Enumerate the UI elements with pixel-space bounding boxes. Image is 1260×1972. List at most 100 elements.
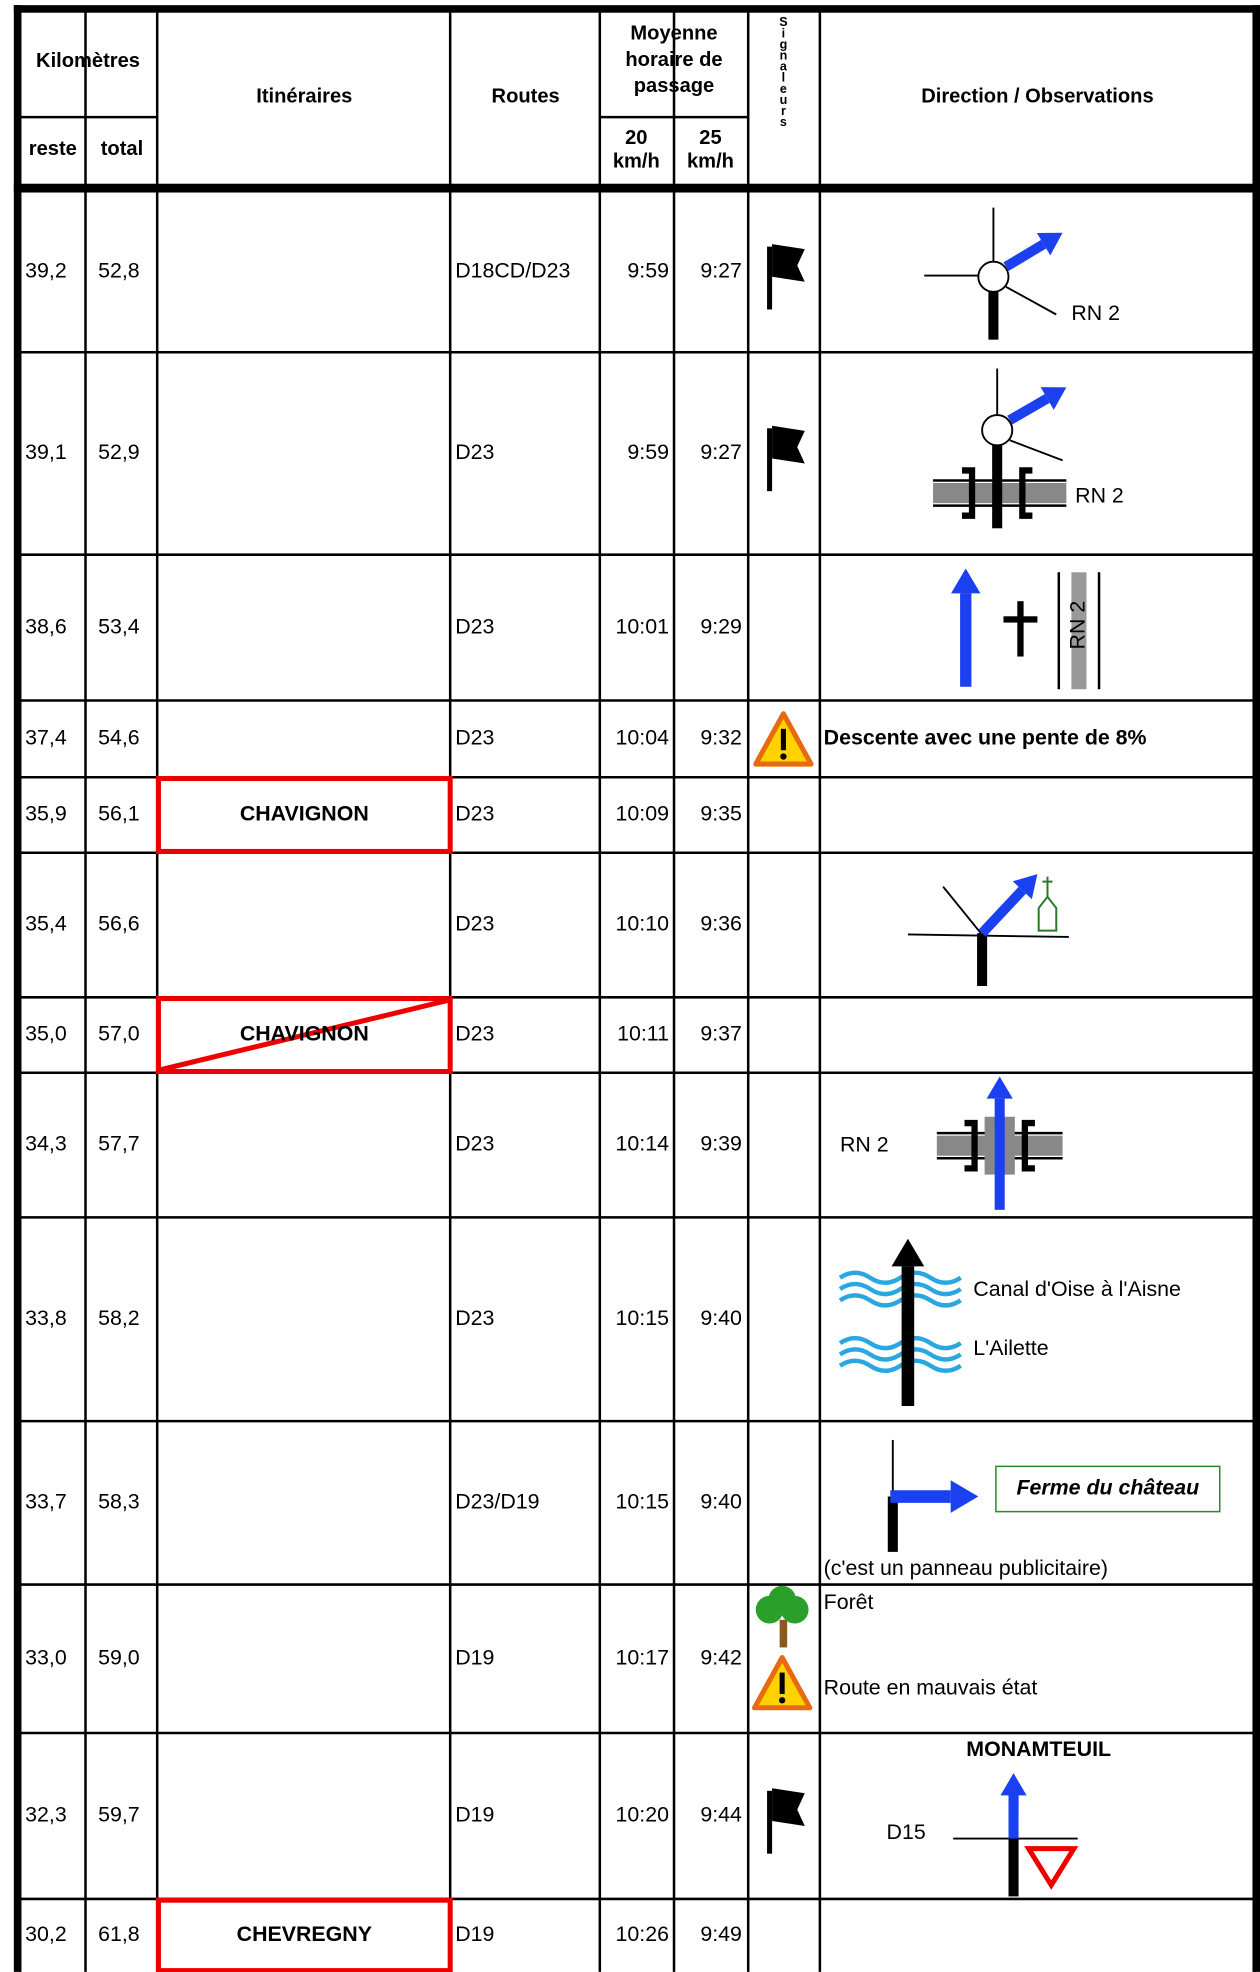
arrow-head	[986, 1076, 1013, 1099]
note: Canal d'Oise à l'Aisne	[973, 1277, 1181, 1301]
time-25: 9:27	[700, 440, 742, 464]
warning-mark	[780, 753, 787, 760]
note: D15	[887, 1820, 926, 1844]
warning-mark	[780, 728, 786, 751]
place: CHEVREGNY	[237, 1922, 372, 1946]
border	[1252, 5, 1260, 1972]
km-reste: 34,3	[25, 1132, 67, 1156]
roundabout	[981, 414, 1014, 447]
note: RN 2	[840, 1132, 889, 1156]
time-20: 10:09	[616, 802, 669, 826]
road	[977, 933, 988, 986]
header-cell: horaire de	[625, 49, 722, 71]
header-cell: reste	[29, 138, 77, 160]
km-reste: 33,8	[25, 1306, 67, 1330]
header-cell: total	[101, 138, 143, 160]
road	[1008, 1838, 1019, 1897]
time-25: 9:49	[700, 1922, 742, 1946]
place-box	[155, 775, 453, 854]
time-25: 9:29	[700, 614, 742, 638]
sign-box	[995, 1465, 1221, 1513]
time-20: 10:15	[616, 1306, 669, 1330]
rule	[157, 997, 451, 1073]
border	[13, 5, 1260, 13]
note: RN 2	[1075, 483, 1124, 507]
km-reste: 30,2	[25, 1922, 67, 1946]
time-25: 9:36	[700, 912, 742, 936]
arrow	[1007, 394, 1050, 425]
rule	[1005, 286, 1057, 316]
route: D23	[455, 1022, 494, 1046]
km-total: 61,8	[98, 1922, 140, 1946]
header-cell: km/h	[687, 151, 734, 173]
road	[887, 1496, 898, 1552]
bridge-rail	[1021, 1119, 1035, 1172]
route: D19	[455, 1803, 494, 1827]
km-total: 57,7	[98, 1132, 140, 1156]
road	[994, 1119, 1005, 1210]
route: D23	[455, 614, 494, 638]
km-total: 53,4	[98, 614, 140, 638]
time-20: 10:04	[616, 726, 670, 750]
km-reste: 33,0	[25, 1645, 67, 1669]
time-20: 10:15	[616, 1489, 669, 1513]
header-cell: Direction / Observations	[921, 85, 1153, 107]
border	[13, 5, 22, 1972]
time-25: 9:35	[700, 802, 742, 826]
time-25: 9:27	[700, 258, 742, 282]
arrow-head	[951, 568, 981, 594]
bridge-rail	[961, 467, 976, 519]
road	[988, 291, 999, 340]
water	[838, 1281, 962, 1297]
km-total: 52,9	[98, 440, 140, 464]
warning-mark	[779, 1697, 786, 1704]
arrow-head	[1036, 232, 1063, 256]
route: D23	[455, 802, 494, 826]
tree-crown	[768, 1585, 796, 1614]
header-cell: Itinéraires	[256, 85, 352, 107]
route: D23	[455, 912, 494, 936]
route: D19	[455, 1922, 494, 1946]
time-25: 9:44	[700, 1803, 742, 1827]
place: CHAVIGNON	[240, 1022, 369, 1046]
bridge-rail	[964, 1119, 978, 1172]
time-20: 10:20	[616, 1803, 670, 1827]
arrow-head	[1000, 1773, 1027, 1796]
arrow	[1003, 239, 1047, 272]
km-total: 59,7	[98, 1803, 140, 1827]
note: L'Ailette	[973, 1336, 1048, 1360]
route: D23	[455, 440, 494, 464]
arrow-head	[950, 1480, 979, 1513]
route: D23/D19	[455, 1489, 539, 1513]
note: Forêt	[824, 1590, 874, 1614]
time-25: 9:39	[700, 1132, 742, 1156]
km-total: 58,2	[98, 1306, 140, 1330]
road	[1008, 1785, 1019, 1839]
church	[1037, 876, 1058, 932]
time-25: 9:32	[700, 726, 742, 750]
note: Descente avec une pente de 8%	[824, 726, 1147, 750]
time-20: 10:01	[616, 614, 669, 638]
flag-pole	[767, 428, 773, 492]
time-20: 10:26	[616, 1922, 669, 1946]
km-total: 54,6	[98, 726, 140, 750]
flag	[772, 244, 805, 282]
header-cell: 25	[699, 127, 721, 149]
note: (c'est un panneau publicitaire)	[824, 1556, 1108, 1580]
note: RN 2	[1071, 301, 1120, 325]
km-reste: 35,4	[25, 912, 67, 936]
time-25: 9:40	[700, 1489, 742, 1513]
time-25: 9:42	[700, 1645, 742, 1669]
place-box	[155, 1897, 453, 1972]
yield-sign	[1024, 1846, 1079, 1890]
route: D18CD/D23	[455, 258, 570, 282]
km-reste: 39,2	[25, 258, 67, 282]
time-25: 9:37	[700, 1022, 742, 1046]
km-reste: 38,6	[25, 614, 67, 638]
rule	[1009, 439, 1063, 462]
note: Ferme du château	[1016, 1476, 1199, 1500]
km-total: 56,1	[98, 802, 140, 826]
bridge-rail	[1019, 467, 1033, 519]
km-reste: 33,7	[25, 1489, 67, 1513]
